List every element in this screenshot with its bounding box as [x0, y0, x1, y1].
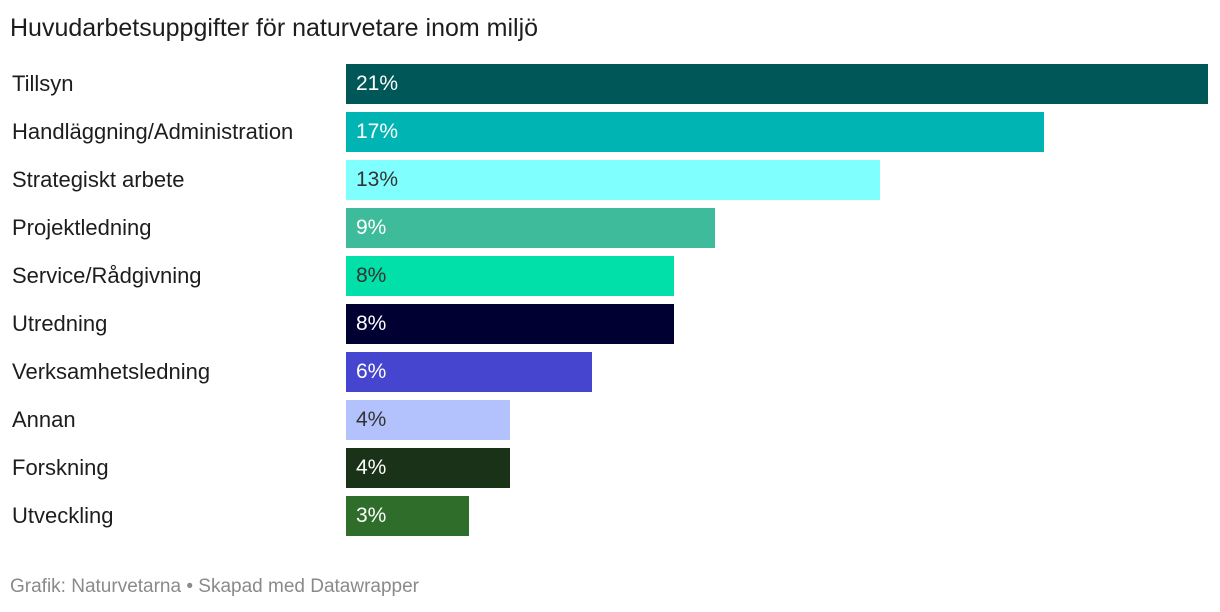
bar-row: Annan 4%	[0, 400, 1220, 440]
bar-row: Utveckling 3%	[0, 496, 1220, 536]
chart-footer: Grafik: Naturvetarna • Skapad med Datawr…	[10, 576, 420, 597]
bar-value-label: 21%	[356, 72, 399, 95]
bar-value-label: 8%	[356, 312, 387, 335]
category-label: Handläggning/Administration	[12, 119, 294, 144]
bar-value-label: 4%	[356, 408, 387, 431]
bar-value-label: 8%	[356, 264, 387, 287]
category-label: Annan	[12, 407, 76, 432]
category-label: Verksamhetsledning	[12, 359, 211, 384]
category-label: Utveckling	[12, 503, 114, 528]
bar: 4%	[346, 448, 510, 488]
category-label: Forskning	[12, 455, 109, 480]
bar-value-label: 13%	[356, 168, 399, 191]
bar: 8%	[346, 256, 674, 296]
bar-value-label: 17%	[356, 120, 399, 143]
bar: 9%	[346, 208, 715, 248]
bar: 21%	[346, 64, 1208, 104]
bar-value-label: 3%	[356, 504, 387, 527]
bar-value-label: 9%	[356, 216, 387, 239]
bar-row: Utredning 8%	[0, 304, 1220, 344]
bar: 13%	[346, 160, 880, 200]
bar-row: Forskning 4%	[0, 448, 1220, 488]
bar: 3%	[346, 496, 469, 536]
category-label: Service/Rådgivning	[12, 263, 202, 288]
category-label: Utredning	[12, 311, 108, 336]
bar: 4%	[346, 400, 510, 440]
bar: 17%	[346, 112, 1044, 152]
bar-chart: Tillsyn 21% Handläggning/Administration 17%…	[0, 64, 1220, 544]
bar-row: Verksamhetsledning 6%	[0, 352, 1220, 392]
bar-row: Projektledning 9%	[0, 208, 1220, 248]
bar-row: Service/Rådgivning 8%	[0, 256, 1220, 296]
chart-title: Huvudarbetsuppgifter för naturvetare ino…	[10, 14, 539, 42]
category-label: Strategiskt arbete	[12, 167, 185, 192]
category-label: Projektledning	[12, 215, 152, 240]
category-label: Tillsyn	[12, 71, 74, 96]
bar-row: Tillsyn 21%	[0, 64, 1220, 104]
bar-value-label: 4%	[356, 456, 387, 479]
bar-row: Strategiskt arbete 13%	[0, 160, 1220, 200]
bar-value-label: 6%	[356, 360, 387, 383]
bar-row: Handläggning/Administration 17%	[0, 112, 1220, 152]
bar: 8%	[346, 304, 674, 344]
bar: 6%	[346, 352, 592, 392]
